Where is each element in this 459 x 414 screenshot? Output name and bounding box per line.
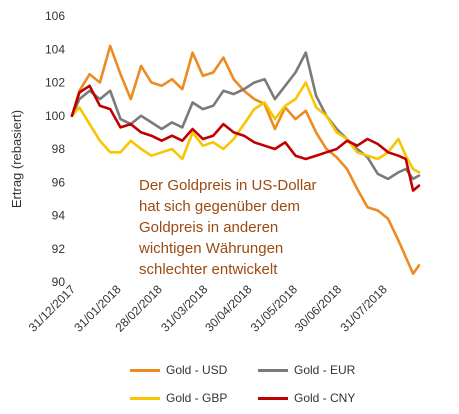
y-axis-label: Ertrag (rebasiert) xyxy=(9,110,24,208)
legend-swatch xyxy=(130,396,160,400)
annotation-line: hat sich gegenüber dem xyxy=(139,198,300,215)
series-line-gold-cny xyxy=(70,84,421,192)
x-axis-ticks: 31/12/201731/01/201828/02/201831/03/2018… xyxy=(26,282,390,335)
x-tick-label: 31/03/2018 xyxy=(158,282,211,335)
x-tick-label: 30/06/2018 xyxy=(292,282,345,335)
legend-item: Gold - GBP xyxy=(130,391,227,405)
annotation: Der Goldpreis in US-Dollar hat sich gegen… xyxy=(138,177,317,278)
legend-label: Gold - CNY xyxy=(294,391,356,405)
y-tick-label: 92 xyxy=(52,242,66,256)
legend-label: Gold - EUR xyxy=(294,363,356,377)
y-tick-label: 102 xyxy=(45,76,65,90)
legend-swatch xyxy=(258,396,288,400)
series-lines xyxy=(70,44,421,276)
series-line-gold-usd xyxy=(70,44,421,276)
y-tick-label: 98 xyxy=(52,142,66,156)
legend-swatch xyxy=(258,368,288,372)
x-tick-label: 31/05/2018 xyxy=(248,282,301,335)
legend-item: Gold - USD xyxy=(130,363,227,377)
x-tick-label: 30/04/2018 xyxy=(202,282,255,335)
legend-item: Gold - CNY xyxy=(258,391,355,405)
legend-label: Gold - GBP xyxy=(166,391,228,405)
x-tick-label: 31/07/2018 xyxy=(337,282,390,335)
y-tick-label: 104 xyxy=(45,42,65,56)
y-tick-label: 90 xyxy=(52,275,66,289)
annotation-line: schlechter entwickelt xyxy=(139,261,278,278)
annotation-line: Goldpreis in anderen xyxy=(139,219,278,236)
annotation-line: wichtigen Währungen xyxy=(138,240,283,257)
y-tick-label: 100 xyxy=(45,109,65,123)
y-tick-label: 96 xyxy=(52,175,66,189)
legend-label: Gold - USD xyxy=(166,363,228,377)
y-tick-label: 94 xyxy=(52,209,66,223)
y-axis-ticks: 90 92 94 96 98 100 102 104 106 xyxy=(45,9,65,289)
series-line-gold-eur xyxy=(70,51,421,181)
annotation-line: Der Goldpreis in US-Dollar xyxy=(139,177,317,194)
legend-swatch xyxy=(130,368,160,372)
y-tick-label: 106 xyxy=(45,9,65,23)
x-tick-label: 31/12/2017 xyxy=(26,282,79,335)
series-line-gold-gbp xyxy=(70,81,421,174)
legend-item: Gold - EUR xyxy=(258,363,355,377)
